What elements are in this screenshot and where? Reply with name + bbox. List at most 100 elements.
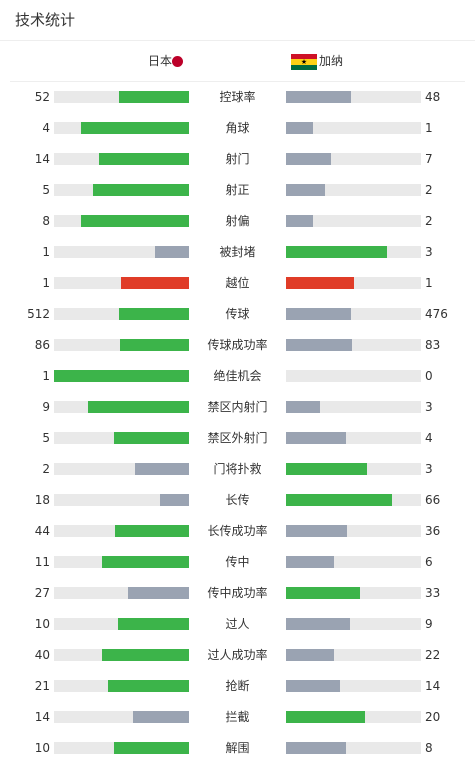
home-bar	[54, 494, 189, 506]
away-bar-fill	[286, 277, 354, 289]
home-value: 44	[34, 524, 50, 538]
away-bar	[286, 587, 421, 599]
stat-label: 控球率	[219, 90, 256, 104]
stat-label: 角球	[225, 121, 250, 135]
stat-row: 2 门将扑救 3	[0, 453, 475, 484]
home-bar	[54, 556, 189, 568]
away-bar	[286, 184, 421, 196]
home-value: 1	[42, 245, 50, 259]
stat-row: 52 控球率 48	[0, 81, 475, 112]
home-value: 21	[34, 679, 50, 693]
home-bar	[54, 215, 189, 227]
away-bar-fill	[286, 246, 387, 258]
stat-label: 传中	[225, 555, 250, 569]
stat-label: 禁区内射门	[207, 400, 268, 414]
home-bar	[54, 463, 189, 475]
stat-row: 86 传球成功率 83	[0, 329, 475, 360]
away-value: 3	[425, 245, 433, 259]
stat-label: 射偏	[225, 214, 250, 228]
home-team-name: 日本	[147, 54, 172, 68]
away-bar	[286, 246, 421, 258]
away-bar	[286, 122, 421, 134]
stat-row: 11 传中 6	[0, 546, 475, 577]
stat-label: 抢断	[225, 679, 250, 693]
away-bar-fill	[286, 122, 313, 134]
away-value: 1	[425, 121, 433, 135]
home-value: 11	[34, 555, 50, 569]
away-value: 20	[425, 710, 441, 724]
away-bar	[286, 556, 421, 568]
stat-label: 长传	[225, 493, 250, 507]
away-value: 3	[425, 462, 433, 476]
away-bar-fill	[286, 339, 352, 351]
stat-label: 越位	[225, 276, 250, 290]
away-value: 3	[425, 400, 433, 414]
away-bar	[286, 711, 421, 723]
home-bar-fill	[81, 122, 189, 134]
home-value: 1	[42, 276, 50, 290]
home-bar	[54, 680, 189, 692]
stat-label: 解围	[225, 741, 250, 755]
away-bar	[286, 463, 421, 475]
away-bar-fill	[286, 587, 360, 599]
home-bar-fill	[102, 556, 189, 568]
home-bar-fill	[99, 153, 189, 165]
away-bar-fill	[286, 184, 325, 196]
away-team-name: 加纳	[319, 54, 344, 68]
away-value: 4	[425, 431, 433, 445]
away-bar	[286, 494, 421, 506]
away-value: 1	[425, 276, 433, 290]
stat-row: 1 绝佳机会 0	[0, 360, 475, 391]
home-bar	[54, 339, 189, 351]
home-value: 10	[34, 617, 50, 631]
away-value: 9	[425, 617, 433, 631]
stat-row: 9 禁区内射门 3	[0, 391, 475, 422]
home-value: 9	[42, 400, 50, 414]
away-bar-fill	[286, 494, 392, 506]
away-value: 48	[425, 90, 441, 104]
away-bar	[286, 432, 421, 444]
away-bar-fill	[286, 680, 340, 692]
away-bar	[286, 742, 421, 754]
stat-label: 绝佳机会	[213, 369, 262, 383]
home-bar	[54, 649, 189, 661]
stat-label: 射门	[225, 152, 250, 166]
home-value: 18	[34, 493, 50, 507]
away-bar	[286, 401, 421, 413]
home-bar	[54, 308, 189, 320]
home-bar	[54, 432, 189, 444]
teams-bar: 日本 ★ 加纳	[10, 41, 465, 82]
home-value: 2	[42, 462, 50, 476]
away-bar-fill	[286, 649, 334, 661]
stat-label: 禁区外射门	[207, 431, 268, 445]
home-bar-fill	[119, 308, 189, 320]
stat-row: 40 过人成功率 22	[0, 639, 475, 670]
home-bar	[54, 153, 189, 165]
away-value: 6	[425, 555, 433, 569]
home-bar	[54, 122, 189, 134]
away-value: 36	[425, 524, 441, 538]
home-bar-fill	[120, 339, 189, 351]
home-bar-fill	[81, 215, 189, 227]
home-value: 52	[34, 90, 50, 104]
away-value: 7	[425, 152, 433, 166]
home-bar-fill	[93, 184, 189, 196]
home-bar-fill	[102, 649, 189, 661]
away-bar-fill	[286, 432, 346, 444]
home-bar	[54, 525, 189, 537]
home-value: 86	[34, 338, 50, 352]
stats-header: 技术统计	[0, 0, 475, 41]
away-bar	[286, 649, 421, 661]
home-bar-fill	[155, 246, 189, 258]
home-bar-fill	[133, 711, 189, 723]
away-value: 476	[425, 307, 448, 321]
away-bar-fill	[286, 153, 331, 165]
away-bar-fill	[286, 711, 365, 723]
stat-row: 14 射门 7	[0, 143, 475, 174]
away-bar	[286, 91, 421, 103]
stat-row: 27 传中成功率 33	[0, 577, 475, 608]
away-bar-fill	[286, 215, 313, 227]
home-bar	[54, 742, 189, 754]
stat-row: 512 传球 476	[0, 298, 475, 329]
ghana-flag-icon: ★	[291, 54, 317, 70]
